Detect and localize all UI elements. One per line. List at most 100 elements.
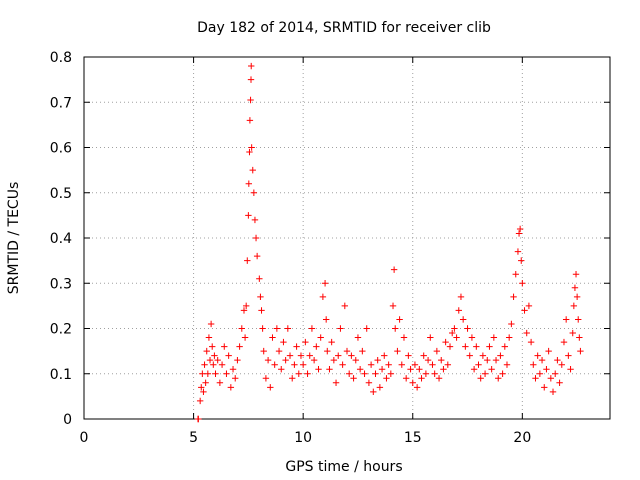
data-point: [470, 366, 478, 373]
data-point: [328, 338, 335, 346]
data-point: [497, 352, 504, 359]
data-point: [577, 347, 584, 355]
data-point: [297, 352, 305, 359]
data-point: [252, 234, 260, 242]
data-point: [433, 347, 441, 355]
data-point: [218, 361, 226, 368]
data-point: [565, 352, 572, 359]
data-point: [512, 271, 519, 278]
data-point: [250, 189, 258, 196]
data-point: [376, 384, 384, 391]
data-point: [262, 375, 270, 382]
data-point: [479, 352, 487, 359]
data-point: [286, 352, 294, 359]
data-point: [302, 338, 309, 346]
x-tick-label: 0: [80, 430, 89, 446]
data-point: [534, 352, 541, 359]
data-point: [503, 361, 511, 368]
data-point: [438, 356, 445, 364]
data-point: [313, 343, 320, 350]
data-point: [271, 361, 278, 368]
data-point: [315, 366, 322, 373]
data-point: [431, 370, 438, 377]
data-point: [427, 334, 434, 341]
data-point: [407, 366, 414, 373]
data-point: [257, 293, 264, 301]
data-point: [324, 347, 331, 355]
data-point: [420, 352, 427, 359]
data-point: [514, 248, 522, 255]
data-point: [389, 302, 397, 310]
data-point: [242, 302, 250, 310]
data-point: [280, 338, 287, 346]
data-point: [572, 271, 580, 278]
data-point: [370, 388, 377, 396]
data-point: [341, 302, 349, 310]
data-point: [310, 356, 318, 364]
data-point: [232, 375, 239, 382]
data-point: [332, 379, 340, 386]
data-point: [359, 347, 366, 355]
data-point: [372, 370, 379, 377]
data-point: [221, 343, 228, 350]
data-point: [236, 343, 243, 350]
data-point: [244, 257, 251, 264]
data-point: [200, 388, 207, 396]
data-point: [273, 325, 281, 332]
data-point: [562, 316, 570, 323]
data-point: [248, 144, 255, 151]
data-point: [459, 316, 467, 323]
data-point: [440, 366, 447, 373]
data-point: [289, 375, 296, 382]
data-point: [199, 370, 206, 377]
data-point: [569, 329, 576, 337]
data-point: [477, 375, 484, 382]
data-point: [205, 334, 213, 341]
data-point: [409, 379, 416, 386]
data-point: [473, 343, 480, 350]
data-point: [247, 96, 254, 104]
data-point: [306, 352, 313, 359]
data-point: [343, 347, 351, 355]
y-tick-label: 0: [63, 412, 72, 428]
data-point: [269, 334, 276, 341]
data-point: [240, 307, 248, 314]
data-point: [457, 293, 465, 301]
data-point: [295, 370, 302, 377]
data-point: [505, 334, 513, 341]
data-point: [348, 352, 355, 359]
data-point: [256, 275, 263, 282]
data-point: [248, 62, 255, 70]
data-point: [284, 325, 292, 332]
data-point: [321, 280, 329, 287]
data-point: [299, 361, 307, 368]
chart-title: Day 182 of 2014, SRMTID for receiver cli…: [197, 20, 491, 36]
data-point: [251, 216, 259, 224]
data-point: [367, 361, 375, 368]
data-point: [245, 180, 253, 187]
data-point: [521, 307, 528, 314]
data-point: [549, 388, 557, 396]
data-point: [429, 361, 436, 368]
data-point: [245, 212, 252, 219]
data-point: [398, 361, 405, 368]
data-point: [195, 415, 202, 423]
data-point: [339, 361, 346, 368]
data-point: [466, 352, 473, 359]
data-point: [545, 347, 552, 355]
data-point: [345, 370, 353, 377]
data-point: [247, 76, 255, 83]
data-point: [291, 361, 298, 368]
data-point: [541, 384, 548, 391]
data-point: [455, 307, 462, 314]
data-point: [486, 343, 493, 350]
data-point: [317, 334, 324, 341]
data-point: [481, 370, 489, 377]
data-point: [499, 370, 506, 377]
data-point: [424, 356, 432, 364]
data-point: [381, 352, 388, 359]
data-point: [198, 384, 205, 391]
data-point: [519, 280, 526, 287]
data-point: [530, 361, 537, 368]
